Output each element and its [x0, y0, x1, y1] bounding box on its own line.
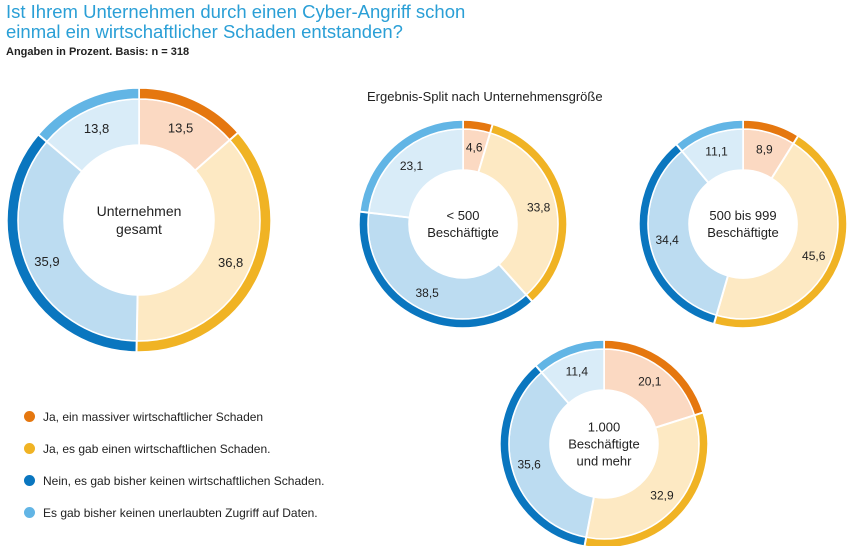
donut-center-label: und mehr: [577, 454, 633, 469]
slice-separator: [498, 263, 534, 303]
slice-separator: [655, 411, 705, 429]
donut-center-label: Beschäftigte: [568, 437, 640, 452]
donut-slice-no-damage: [17, 140, 139, 342]
data-label-massive-damage: 8,9: [756, 143, 773, 157]
legend-label-no-access: Es gab bisher keinen unerlaubten Zugriff…: [43, 506, 318, 520]
donut-band-no-access: [358, 119, 464, 214]
donut-center-label: 500 bis 999: [709, 208, 776, 223]
slice-separator: [583, 496, 595, 546]
chart-subtitle: Angaben in Prozent. Basis: n = 318: [6, 46, 190, 58]
legend-label-damage: Ja, es gab einen wirtschaftlichen Schade…: [43, 442, 271, 456]
slice-separator: [674, 142, 710, 184]
donut-band-no-access: [37, 87, 140, 143]
donut-chart-4: 20,1 32,9 35,6 11,4 1.000 Beschäftigte und meh…: [499, 339, 709, 546]
donut-band-no-access: [534, 339, 605, 374]
slice-separator: [770, 134, 800, 179]
donut-center-label: gesamt: [116, 221, 162, 237]
donut-chart-1: 13,5 36,8 35,9 13,8 Unternehmen gesamt: [6, 87, 272, 353]
data-label-no-damage: 35,9: [34, 254, 59, 269]
legend-swatch-massive-damage: [24, 411, 35, 422]
legend-label-massive-damage: Ja, ein massiver wirtschaftlicher Schade…: [43, 410, 264, 424]
data-label-no-damage: 38,5: [415, 286, 439, 300]
donut-slice-damage: [135, 138, 261, 342]
slice-separator: [194, 131, 240, 172]
donut-band-no-access: [675, 119, 744, 153]
slice-separator: [135, 294, 139, 353]
split-section-title: Ergebnis-Split nach Unternehmensgröße: [367, 89, 603, 104]
legend-label-no-damage: Nein, es gab bisher keinen wirtschaftlic…: [43, 474, 325, 488]
data-label-no-access: 13,8: [84, 121, 109, 136]
slice-separator: [712, 275, 729, 326]
data-label-no-damage: 34,4: [655, 233, 679, 247]
data-label-massive-damage: 20,1: [638, 375, 662, 389]
donut-center-label: Beschäftigte: [427, 225, 499, 240]
data-label-no-access: 11,4: [566, 365, 589, 379]
slice-separator: [534, 364, 570, 404]
data-label-no-damage: 35,6: [518, 457, 542, 471]
data-label-damage: 45,6: [802, 249, 826, 263]
donut-chart-3: 8,9 45,6 34,4 11,1 500 bis 999 Beschäftigte: [638, 119, 848, 329]
donut-center-label: Unternehmen: [97, 203, 182, 219]
chart-title: Ist Ihrem Unternehmen durch einen Cyber-…: [6, 2, 706, 42]
data-label-damage: 32,9: [650, 489, 674, 503]
data-label-damage: 36,8: [218, 255, 243, 270]
slice-separator: [477, 123, 494, 173]
donut-center-label: Beschäftigte: [707, 225, 779, 240]
legend-swatch-no-damage: [24, 475, 35, 486]
data-label-massive-damage: 13,5: [168, 120, 193, 135]
donut-center-label: 1.000: [588, 420, 621, 435]
chart-title-line-2: einmal ein wirtschaftlicher Schaden ents…: [6, 21, 403, 42]
donut-chart-2: 4,6 33,8 38,5 23,1 < 500 Beschäftigte: [358, 119, 568, 329]
chart-title-line-1: Ist Ihrem Unternehmen durch einen Cyber-…: [6, 1, 466, 22]
legend-swatch-no-access: [24, 507, 35, 518]
legend-swatch-damage: [24, 443, 35, 454]
data-label-damage: 33,8: [527, 200, 551, 214]
data-label-massive-damage: 4,6: [466, 141, 483, 155]
slice-separator: [36, 133, 83, 173]
data-label-no-access: 23,1: [400, 159, 424, 173]
donut-center-label: < 500: [447, 208, 480, 223]
data-label-no-access: 11,1: [705, 144, 728, 158]
slice-separator: [358, 210, 410, 219]
